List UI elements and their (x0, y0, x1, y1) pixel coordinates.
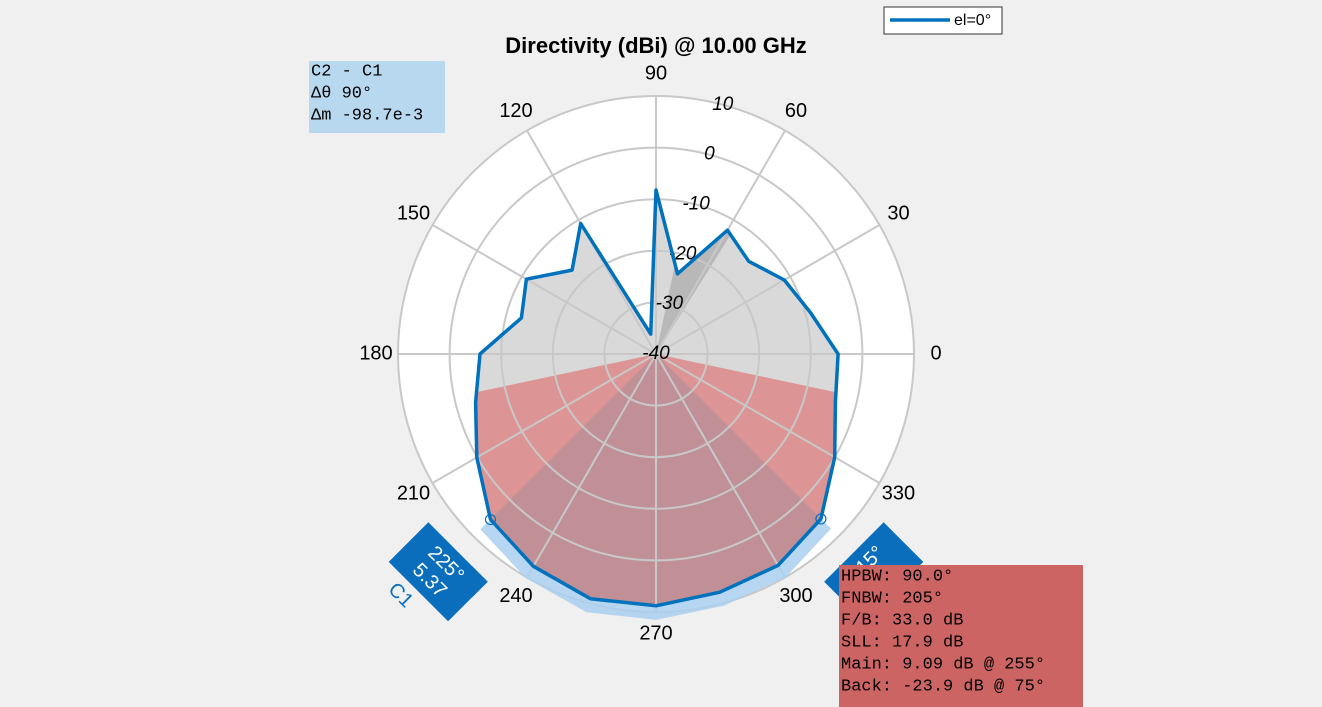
cursor-label-pointer (824, 566, 840, 598)
radial-tick-label: -30 (656, 293, 684, 314)
radial-tick-label: 0 (704, 144, 715, 165)
angle-tick-label: 120 (499, 100, 532, 122)
metrics-box (839, 565, 1083, 707)
angle-tick-label: 90 (645, 62, 667, 84)
cursor-label-pointer (472, 566, 488, 598)
cursor-readout-line: Δθ 90° (311, 84, 372, 103)
metrics-line: SLL: 17.9 dB (841, 633, 963, 652)
angle-tick-label: 240 (499, 585, 532, 607)
grid-spoke (655, 353, 786, 578)
cursor-label-box (388, 522, 488, 622)
grid-spoke (655, 353, 880, 484)
angle-tick-label: 150 (397, 202, 430, 224)
angle-tick-label: 210 (397, 482, 430, 504)
cursor-readout-box (309, 61, 445, 133)
angle-tick-label: 30 (887, 202, 909, 224)
angle-tick-label: 300 (779, 585, 812, 607)
cursor-marker (815, 513, 827, 525)
grid-spoke (432, 224, 657, 355)
cursor-span (480, 519, 831, 620)
angle-tick-label: 180 (359, 342, 392, 364)
grid-spoke (432, 353, 657, 484)
metrics-line: HPBW: 90.0° (841, 567, 953, 586)
metrics-line: FNBW: 205° (841, 589, 943, 608)
cursor-readout-line: C2 - C1 (311, 62, 382, 81)
angle-tick-label: 60 (785, 100, 807, 122)
radial-tick-label: -20 (669, 243, 697, 264)
metrics-line: Main: 9.09 dB @ 255° (841, 655, 1045, 674)
cursor-readout-line: Δm -98.7e-3 (311, 106, 423, 125)
metrics-line: Back: -23.9 dB @ 75° (841, 677, 1045, 696)
legend-label: el=0° (954, 12, 991, 29)
pattern-line (473, 188, 840, 608)
chart-title: Directivity (dBi) @ 10.00 GHz (505, 33, 806, 58)
grid-spoke (526, 353, 657, 578)
grid-spoke (655, 224, 880, 355)
grid-spoke (655, 130, 786, 355)
metrics-line: F/B: 33.0 dB (841, 611, 963, 630)
radial-tick-label: -10 (682, 193, 710, 214)
angle-tick-label: 270 (639, 622, 672, 644)
radial-tick-label: -40 (642, 343, 670, 364)
angle-tick-label: 0 (930, 342, 941, 364)
radial-tick-label: 10 (712, 94, 734, 115)
angle-tick-label: 330 (882, 482, 915, 504)
cursor-marker (484, 513, 497, 526)
